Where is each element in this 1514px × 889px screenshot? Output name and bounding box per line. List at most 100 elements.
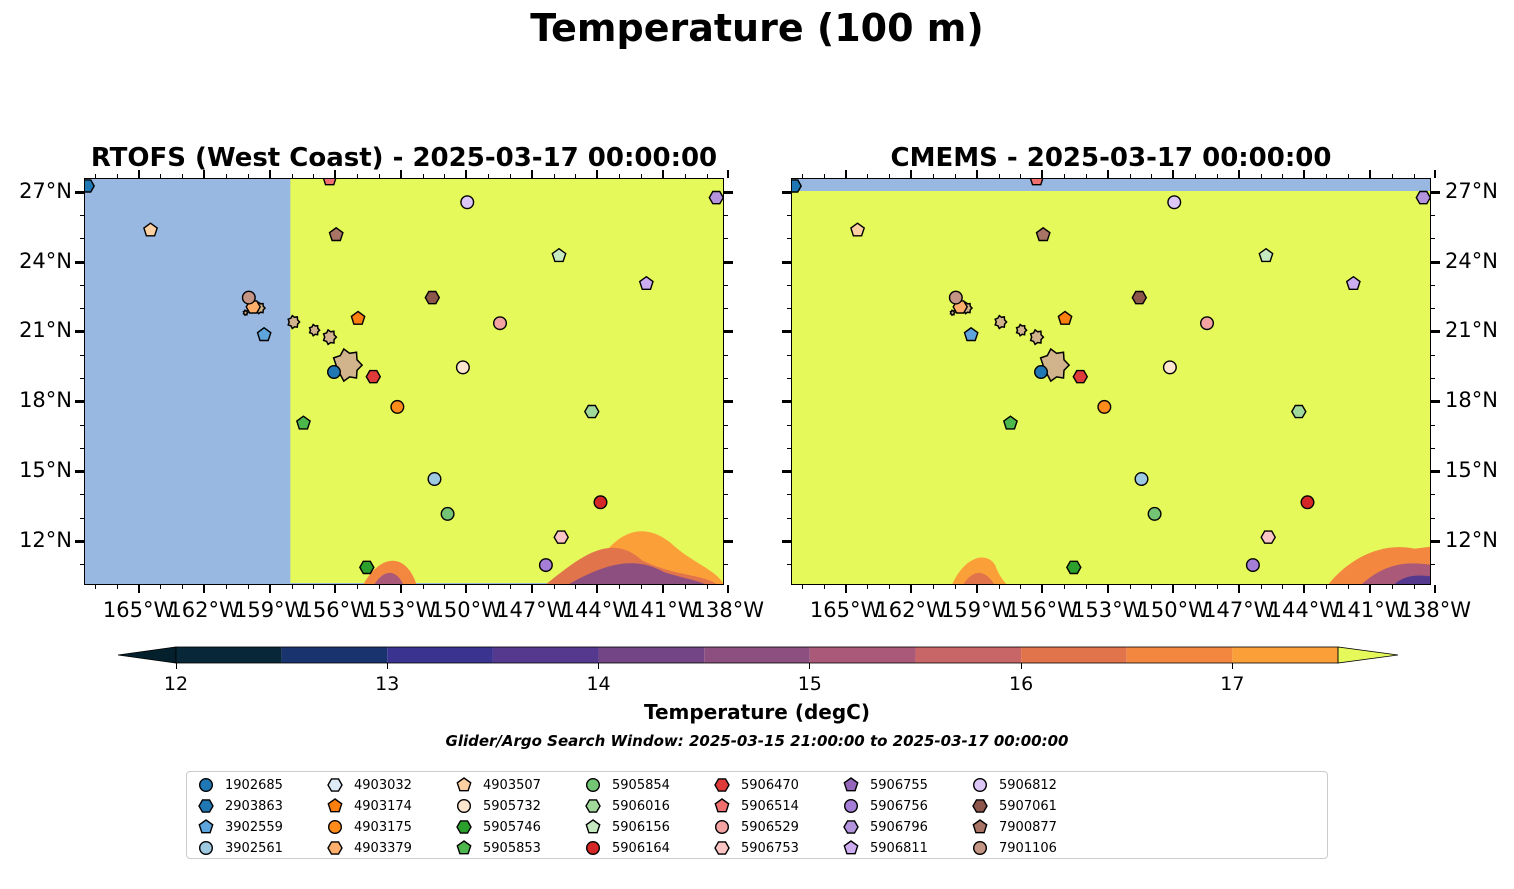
legend-marker-pentagon: [972, 819, 988, 834]
lon-minor-tick: [706, 585, 708, 589]
lat-tick-label: 24°N: [1445, 248, 1498, 273]
lon-tick-label: 141°W: [627, 598, 699, 622]
float-marker-7900877: [328, 226, 344, 242]
lon-minor-tick: [357, 585, 359, 589]
lon-minor-tick-top: [823, 174, 825, 178]
float-marker-4903507: [143, 222, 159, 237]
lat-tick-label: 15°N: [19, 458, 72, 483]
lon-tick-mark: [975, 585, 978, 593]
float-marker-2903863: [792, 179, 803, 193]
legend-marker-circle: [198, 840, 214, 856]
island-maui: [322, 328, 338, 346]
float-marker-7900877: [972, 819, 988, 834]
legend-item-5906756: 5906756: [842, 796, 928, 816]
float-marker-3902561: [1134, 472, 1149, 487]
lat-minor-tick-right: [1431, 424, 1435, 426]
lat-minor-tick: [787, 308, 791, 310]
lat-tick-mark: [782, 190, 791, 194]
lon-minor-tick-top: [575, 174, 577, 178]
legend-item-4903507: 4903507: [455, 775, 541, 795]
float-marker-5906016: [583, 404, 600, 419]
legend-marker-hexagon: [327, 778, 343, 792]
legend-item-5905854: 5905854: [584, 775, 670, 795]
float-marker-5905853: [295, 415, 311, 430]
float-markers: [792, 179, 1430, 575]
warm-water-field: [792, 179, 1430, 584]
lon-tick-label: 141°W: [1334, 598, 1406, 622]
lat-tick-mark-right: [724, 190, 733, 194]
lat-tick-mark: [782, 470, 791, 474]
lon-tick-label: 147°W: [1203, 598, 1275, 622]
lat-minor-tick: [80, 564, 84, 566]
lat-minor-tick-right: [724, 215, 728, 217]
lat-tick-mark: [75, 400, 84, 404]
float-marker-5906753: [714, 841, 730, 855]
legend-label: 4903507: [483, 777, 541, 793]
legend-marker-hexagon: [327, 841, 343, 855]
float-marker-2903863: [85, 179, 96, 193]
float-marker-4903032: [327, 778, 343, 792]
float-marker-5905853: [456, 840, 472, 855]
lon-tick-mark: [465, 585, 468, 593]
lon-minor-tick-top: [706, 174, 708, 178]
lon-tick-label: 147°W: [496, 598, 568, 622]
legend-item-5906529: 5906529: [713, 817, 799, 837]
lon-tick-mark: [844, 585, 847, 593]
legend-label: 5905853: [483, 840, 541, 856]
lon-minor-tick: [597, 585, 599, 589]
lon-minor-tick: [1085, 585, 1087, 589]
lon-minor-tick: [932, 585, 934, 589]
lat-tick-label: 12°N: [19, 527, 72, 552]
lon-minor-tick-top: [553, 174, 555, 178]
lon-minor-tick-top: [1238, 174, 1240, 178]
lon-tick-label: 156°W: [1006, 598, 1078, 622]
cool-water-patches: [952, 546, 1430, 584]
float-marker-5906470: [365, 369, 382, 384]
lon-minor-tick-top: [640, 174, 642, 178]
legend-label: 5906755: [870, 777, 928, 793]
lon-minor-tick: [1326, 585, 1328, 589]
lon-minor-tick-top: [1369, 174, 1371, 178]
lat-minor-tick: [787, 215, 791, 217]
float-marker-4903175: [390, 399, 405, 414]
legend-label: 5907061: [999, 798, 1057, 814]
figure-title: Temperature (100 m): [530, 6, 984, 50]
lon-minor-tick-top: [1413, 174, 1415, 178]
lon-minor-tick: [1129, 585, 1131, 589]
lon-tick-label: 159°W: [940, 598, 1013, 622]
lon-minor-tick: [684, 585, 686, 589]
float-marker-7901106: [948, 290, 963, 305]
lon-minor-tick: [509, 585, 511, 589]
lat-minor-tick-right: [1431, 401, 1435, 403]
lon-minor-tick-top: [998, 174, 1000, 178]
island-oahu: [994, 314, 1008, 330]
lat-minor-tick-right: [724, 331, 728, 333]
colorbar-label: Temperature (degC): [644, 700, 870, 724]
legend-marker-hexagon: [198, 799, 214, 813]
float-marker-5906156: [551, 247, 567, 263]
lat-tick-mark-right: [1431, 260, 1440, 264]
float-marker-5906156: [1258, 247, 1274, 263]
lon-tick-label: 156°W: [299, 598, 371, 622]
lon-minor-tick: [94, 585, 96, 589]
lat-minor-tick-right: [724, 284, 728, 286]
lon-minor-tick-top: [1064, 174, 1066, 178]
lon-minor-tick: [160, 585, 162, 589]
float-marker-5905732: [456, 798, 472, 814]
legend-marker-pentagon: [198, 819, 214, 834]
lon-minor-tick-top: [138, 174, 140, 178]
lon-minor-tick-top: [1020, 174, 1022, 178]
lon-minor-tick: [313, 585, 315, 589]
lon-minor-tick-top: [1282, 174, 1284, 178]
colorbar-segment: [1126, 647, 1233, 663]
lat-minor-tick-right: [724, 564, 728, 566]
lon-tick-mark: [530, 585, 533, 593]
lat-tick-label: 21°N: [19, 318, 72, 343]
lon-minor-tick: [1391, 585, 1393, 589]
float-marker-5906796: [1415, 190, 1430, 205]
colorbar-segment: [387, 647, 493, 663]
float-marker-5907061: [1131, 290, 1148, 305]
lon-minor-tick: [911, 585, 913, 589]
legend-label: 2903863: [225, 798, 283, 814]
legend-marker-pentagon: [456, 840, 472, 855]
